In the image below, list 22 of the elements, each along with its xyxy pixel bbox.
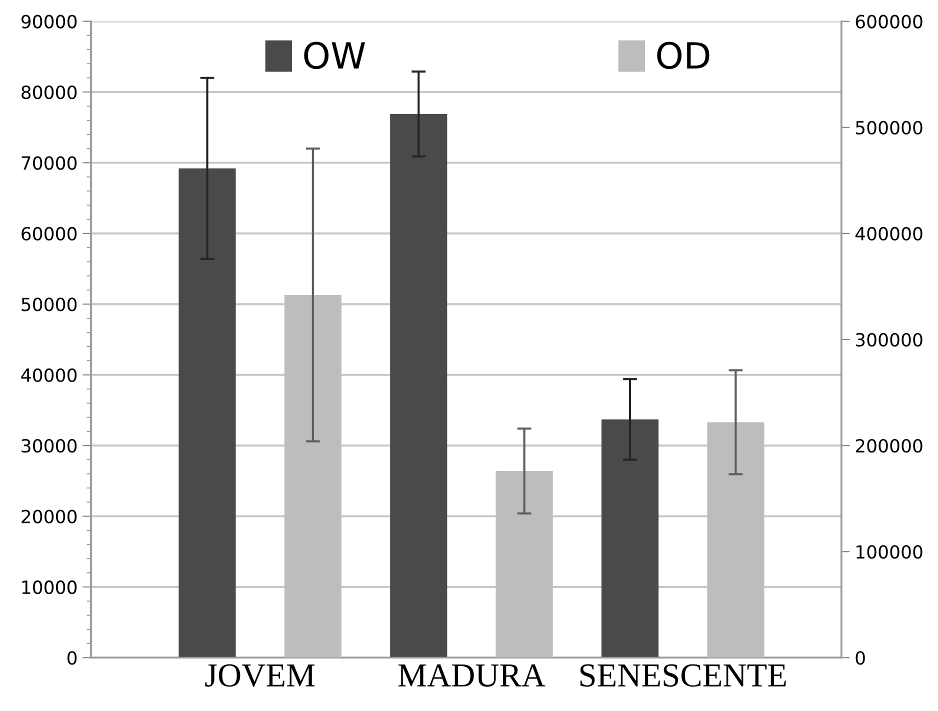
y2-tick-label: 0 bbox=[856, 651, 865, 665]
y-tick-label: 60000 bbox=[22, 226, 77, 241]
y2-tick-label: 100000 bbox=[856, 545, 922, 559]
y-tick-label: 50000 bbox=[22, 298, 77, 312]
y-tick-label: 30000 bbox=[22, 439, 77, 453]
x-tick-label: JOVEM bbox=[205, 664, 315, 687]
y-tick-label: 10000 bbox=[22, 580, 77, 594]
y-tick-label: 0 bbox=[67, 651, 77, 665]
y-tick-label: 20000 bbox=[22, 510, 77, 524]
y2-tick-label: 500000 bbox=[856, 120, 922, 135]
y2-tick-label: 200000 bbox=[856, 439, 922, 453]
y-tick-label: 90000 bbox=[21, 14, 77, 28]
x-tick-label: MADURA bbox=[398, 664, 546, 687]
y-tick-label: 40000 bbox=[21, 368, 77, 382]
y2-tick-label: 600000 bbox=[856, 14, 922, 28]
y2-tick-label: 300000 bbox=[856, 332, 922, 347]
legend-label: OD bbox=[657, 42, 710, 70]
legend-label: OW bbox=[304, 42, 366, 70]
y-tick-label: 80000 bbox=[22, 85, 77, 100]
x-tick-label: SENESCENTE bbox=[580, 664, 786, 687]
y-tick-label: 70000 bbox=[22, 156, 77, 170]
y2-tick-label: 400000 bbox=[855, 226, 922, 241]
